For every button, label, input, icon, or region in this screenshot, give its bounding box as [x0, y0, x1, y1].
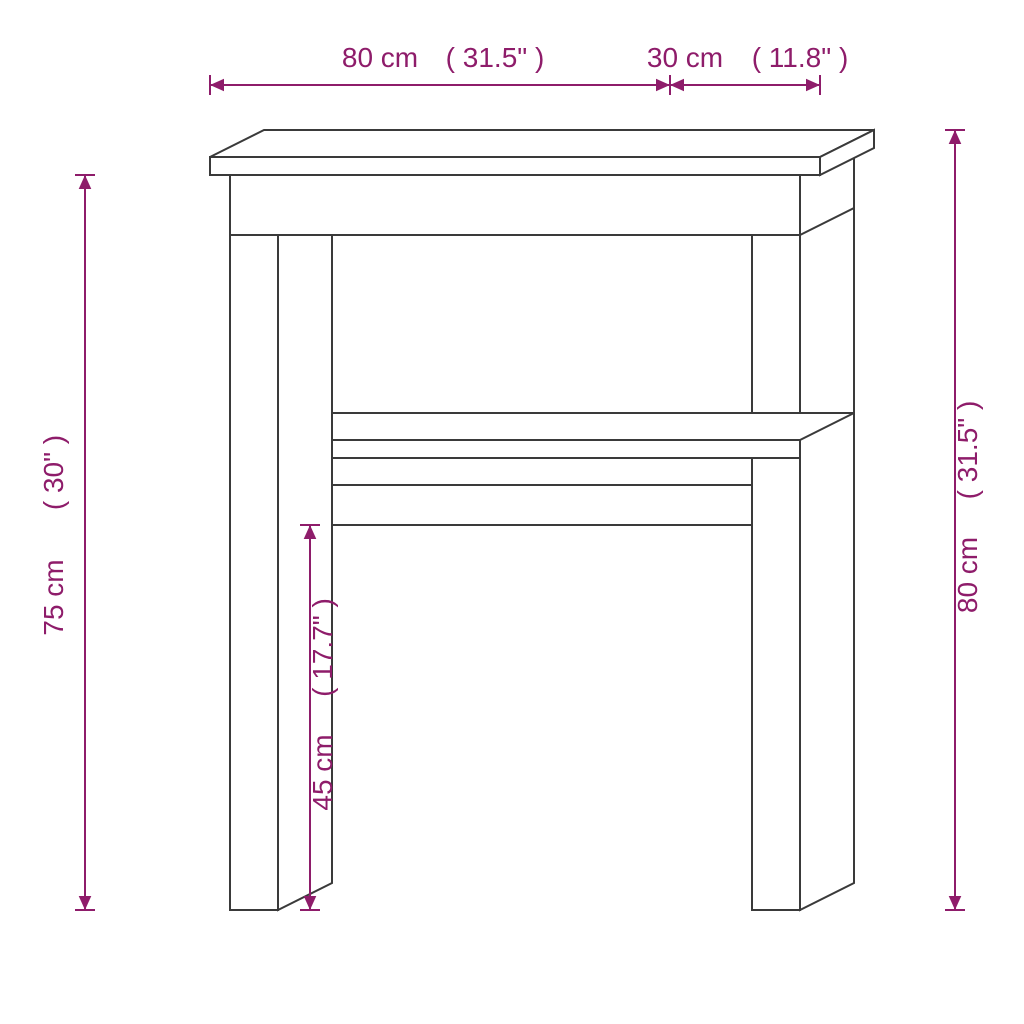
svg-text:( 11.8" ): ( 11.8" ): [752, 42, 849, 73]
svg-text:( 31.5" ): ( 31.5" ): [952, 401, 983, 500]
svg-text:75 cm: 75 cm: [38, 559, 69, 635]
svg-text:( 31.5" ): ( 31.5" ): [446, 42, 545, 73]
svg-text:( 17.7" ): ( 17.7" ): [307, 598, 338, 697]
dimension-label: 30 cm ( 11.8" ): [647, 42, 848, 73]
svg-text:80 cm: 80 cm: [952, 537, 983, 613]
svg-text:30 cm: 30 cm: [647, 42, 723, 73]
dimension-label: 80 cm ( 31.5" ): [952, 401, 983, 613]
svg-text:( 30" ): ( 30" ): [38, 435, 69, 510]
furniture-dimension-diagram: 80 cm ( 31.5" ) 30 cm ( 11.8" ) 80 cm ( 31.5"…: [0, 0, 1024, 1024]
dimension-label: 75 cm ( 30" ): [38, 435, 69, 636]
svg-text:45 cm: 45 cm: [307, 734, 338, 810]
svg-text:80 cm: 80 cm: [342, 42, 418, 73]
dimension-label: 80 cm ( 31.5" ): [342, 42, 544, 73]
